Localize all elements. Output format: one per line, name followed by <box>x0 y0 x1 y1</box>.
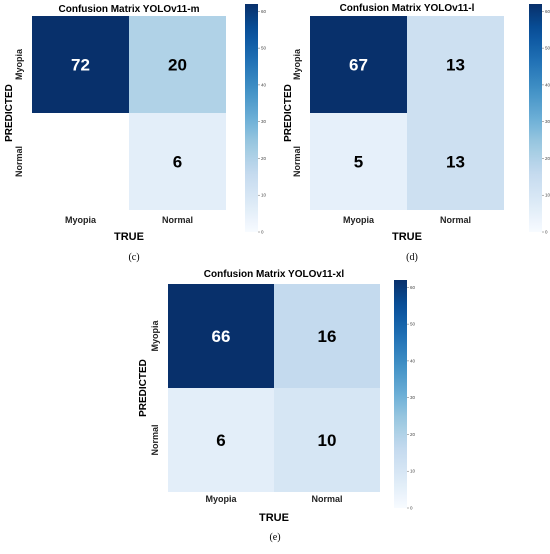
colorbar-tick-label: 50 <box>545 46 550 51</box>
heatmap-cell <box>32 113 129 210</box>
colorbar-tick-label: 10 <box>410 469 416 474</box>
heatmap-cell <box>274 388 380 492</box>
y-tick-label: Myopia <box>150 320 160 352</box>
x-axis-label: TRUE <box>114 231 144 243</box>
cell-value-label: 20 <box>168 56 187 75</box>
colorbar <box>394 280 407 508</box>
y-tick-label: Myopia <box>14 48 24 80</box>
cell-value-label: 66 <box>212 327 231 346</box>
confusion-matrix-panel: Confusion Matrix YOLOv11-m 72 20 6 Myopia Nor… <box>4 4 267 263</box>
colorbar-tick-label: 30 <box>410 395 416 400</box>
colorbar-tick-label: 50 <box>410 322 416 327</box>
colorbar-tick-label: 60 <box>545 9 550 14</box>
x-tick-label: Normal <box>162 215 193 225</box>
colorbar-tick-label: 0 <box>410 506 413 511</box>
cell-value-label: 67 <box>349 56 368 75</box>
colorbar-tick-label: 40 <box>410 358 416 363</box>
colorbar-tick-label: 60 <box>410 285 416 290</box>
heatmap-cell <box>129 113 226 210</box>
chart-title: Confusion Matrix YOLOv11-xl <box>204 269 345 280</box>
colorbar-tick-label: 0 <box>545 230 548 235</box>
y-axis-label: PREDICTED <box>283 84 294 142</box>
colorbar-tick-label: 40 <box>545 82 550 87</box>
y-tick-label: Normal <box>14 146 24 177</box>
y-axis-label: PREDICTED <box>138 359 149 417</box>
panel-caption: (d) <box>406 252 418 263</box>
cell-value-label: 5 <box>354 153 363 172</box>
heatmap-cell <box>168 284 274 388</box>
chart-title: Confusion Matrix YOLOv11-l <box>340 3 475 14</box>
y-tick-label: Myopia <box>292 48 302 80</box>
x-tick-label: Normal <box>440 215 471 225</box>
x-tick-label: Myopia <box>343 215 375 225</box>
cell-value-label: 72 <box>71 56 90 75</box>
y-tick-label: Normal <box>292 146 302 177</box>
heatmap-cell <box>407 113 504 210</box>
colorbar-tick-label: 30 <box>545 119 550 124</box>
x-axis-label: TRUE <box>392 231 422 243</box>
cell-value-label: 6 <box>216 431 225 450</box>
colorbar <box>245 4 258 232</box>
cell-value-label: 16 <box>318 327 337 346</box>
heatmap-cell <box>274 284 380 388</box>
heatmap-cell <box>407 16 504 113</box>
colorbar <box>529 4 542 232</box>
x-tick-label: Normal <box>311 494 342 504</box>
heatmap-cell <box>168 388 274 492</box>
colorbar-tick-label: 10 <box>261 193 267 198</box>
colorbar-tick-label: 50 <box>261 46 267 51</box>
cell-value-label: 10 <box>318 431 337 450</box>
colorbar-tick-label: 30 <box>261 119 267 124</box>
colorbar-tick-label: 20 <box>410 432 416 437</box>
x-tick-label: Myopia <box>65 215 97 225</box>
heatmap-cell <box>310 16 407 113</box>
panel-caption: (c) <box>128 252 139 263</box>
colorbar-tick-label: 20 <box>545 156 550 161</box>
colorbar-tick-label: 10 <box>545 193 550 198</box>
cell-value-label: 13 <box>446 153 465 172</box>
panel-caption: (e) <box>269 532 280 543</box>
chart-title: Confusion Matrix YOLOv11-m <box>59 4 200 15</box>
colorbar-tick-label: 40 <box>261 82 267 87</box>
heatmap-cell <box>129 16 226 113</box>
heatmap-cell <box>310 113 407 210</box>
x-tick-label: Myopia <box>205 494 237 504</box>
colorbar-tick-label: 0 <box>261 230 264 235</box>
colorbar-tick-label: 20 <box>261 156 267 161</box>
colorbar-tick-label: 60 <box>261 9 267 14</box>
cell-value-label: 6 <box>173 153 182 172</box>
y-axis-label: PREDICTED <box>4 84 15 142</box>
cell-value-label: 13 <box>446 56 465 75</box>
y-tick-label: Normal <box>150 424 160 455</box>
heatmap-cell <box>32 16 129 113</box>
x-axis-label: TRUE <box>259 512 289 524</box>
confusion-matrix-panel: Confusion Matrix YOLOv11-l 67 13 5 13 Myopia N… <box>283 3 550 263</box>
confusion-matrix-panel: Confusion Matrix YOLOv11-xl 66 16 6 10 Myopia… <box>138 269 416 543</box>
